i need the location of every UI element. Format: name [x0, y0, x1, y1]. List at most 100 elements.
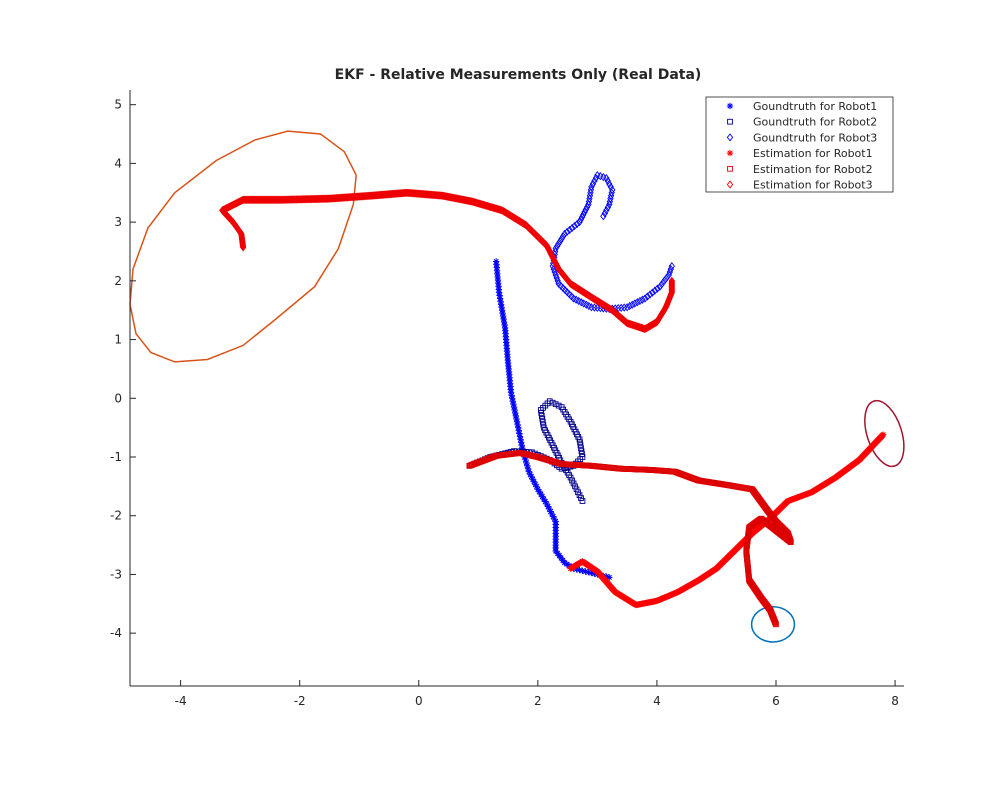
- data-point: [518, 442, 525, 449]
- data-point: [561, 559, 568, 566]
- data-point: [639, 295, 646, 304]
- data-point: [514, 421, 521, 428]
- data-point: [592, 173, 600, 183]
- data-point: [517, 436, 524, 443]
- data-point: [549, 399, 556, 406]
- data-point: [510, 403, 518, 411]
- data-point: [551, 267, 558, 277]
- data-point: [523, 459, 530, 467]
- data-point: [646, 290, 654, 299]
- data-point: [578, 212, 586, 222]
- data-point: [634, 298, 641, 307]
- data-point: [604, 176, 611, 186]
- series-5: [466, 450, 794, 628]
- data-point: [539, 418, 546, 425]
- data-point: [536, 488, 543, 495]
- data-point: [554, 276, 561, 285]
- data-point: [524, 465, 532, 472]
- data-point: [538, 413, 545, 419]
- series-1: [492, 258, 613, 581]
- data-point: [555, 402, 562, 409]
- data-point: [558, 404, 565, 410]
- data-point: [573, 486, 580, 493]
- data-point: [581, 207, 588, 217]
- data-point: [594, 171, 601, 180]
- data-point: [514, 424, 522, 431]
- x-tick-label: 8: [891, 694, 899, 708]
- data-point: [636, 296, 644, 306]
- data-point: [585, 569, 592, 576]
- chart-title: EKF - Relative Measurements Only (Real D…: [335, 67, 702, 83]
- x-tick-label: -4: [175, 694, 187, 708]
- data-point: [519, 444, 526, 452]
- data-point: [553, 273, 560, 283]
- data-point: [576, 566, 583, 574]
- y-tick-label: 2: [114, 274, 122, 288]
- data-point: [513, 418, 521, 425]
- data-point: [651, 286, 659, 295]
- data-point: [629, 300, 636, 309]
- data-point: [626, 301, 633, 311]
- legend-label: Goundtruth for Robot2: [753, 116, 877, 129]
- data-point: [573, 566, 580, 573]
- y-tick-label: -2: [110, 509, 122, 523]
- data-point: [582, 568, 589, 575]
- y-tick-label: 5: [114, 98, 122, 112]
- data-point: [578, 298, 585, 307]
- uncertainty-ellipse-2: [750, 605, 796, 643]
- legend-marker: [726, 180, 734, 189]
- data-point: [597, 171, 604, 181]
- data-point: [540, 421, 547, 428]
- legend-label: Estimation for Robot1: [753, 147, 873, 160]
- data-point: [522, 456, 529, 464]
- legend-label: Goundtruth for Robot1: [753, 100, 877, 113]
- data-point: [512, 409, 519, 417]
- data-point: [582, 205, 590, 214]
- data-point: [552, 401, 559, 407]
- data-point: [621, 303, 628, 312]
- data-point: [603, 573, 610, 580]
- x-tick-label: 2: [534, 694, 542, 708]
- data-point: [537, 490, 545, 498]
- data-point: [544, 503, 552, 510]
- data-point: [579, 451, 585, 457]
- data-point: [641, 294, 649, 303]
- data-point: [578, 495, 584, 501]
- series-4: [567, 431, 887, 609]
- data-point: [538, 410, 545, 416]
- data-point: [578, 445, 584, 452]
- data-point: [509, 395, 516, 402]
- data-point: [656, 282, 664, 291]
- data-point: [572, 483, 578, 490]
- data-point: [631, 299, 638, 308]
- data-point: [658, 280, 665, 289]
- marker-layer: [219, 171, 887, 628]
- data-point: [879, 431, 887, 438]
- data-point: [565, 562, 573, 569]
- data-point: [575, 296, 582, 306]
- data-point: [584, 202, 591, 212]
- data-point: [533, 483, 540, 490]
- legend: Goundtruth for Robot1 Goundtruth for Robo…: [705, 96, 894, 193]
- data-point: [668, 277, 675, 286]
- data-point: [532, 481, 539, 488]
- data-point: [510, 400, 517, 408]
- data-point: [546, 505, 553, 513]
- data-point: [644, 292, 651, 301]
- data-point: [609, 185, 616, 194]
- data-point: [600, 212, 607, 221]
- uncertainty-ellipse-1: [129, 130, 357, 363]
- data-point: [623, 303, 631, 312]
- data-point: [649, 288, 656, 297]
- data-point: [549, 513, 557, 520]
- data-point: [530, 478, 538, 485]
- data-point: [606, 574, 613, 581]
- legend-marker: [726, 102, 734, 110]
- data-point: [773, 621, 779, 628]
- data-point: [588, 569, 595, 577]
- data-point: [539, 415, 546, 422]
- data-point: [529, 476, 536, 483]
- y-tick-label: 4: [114, 156, 122, 170]
- data-point: [515, 427, 522, 434]
